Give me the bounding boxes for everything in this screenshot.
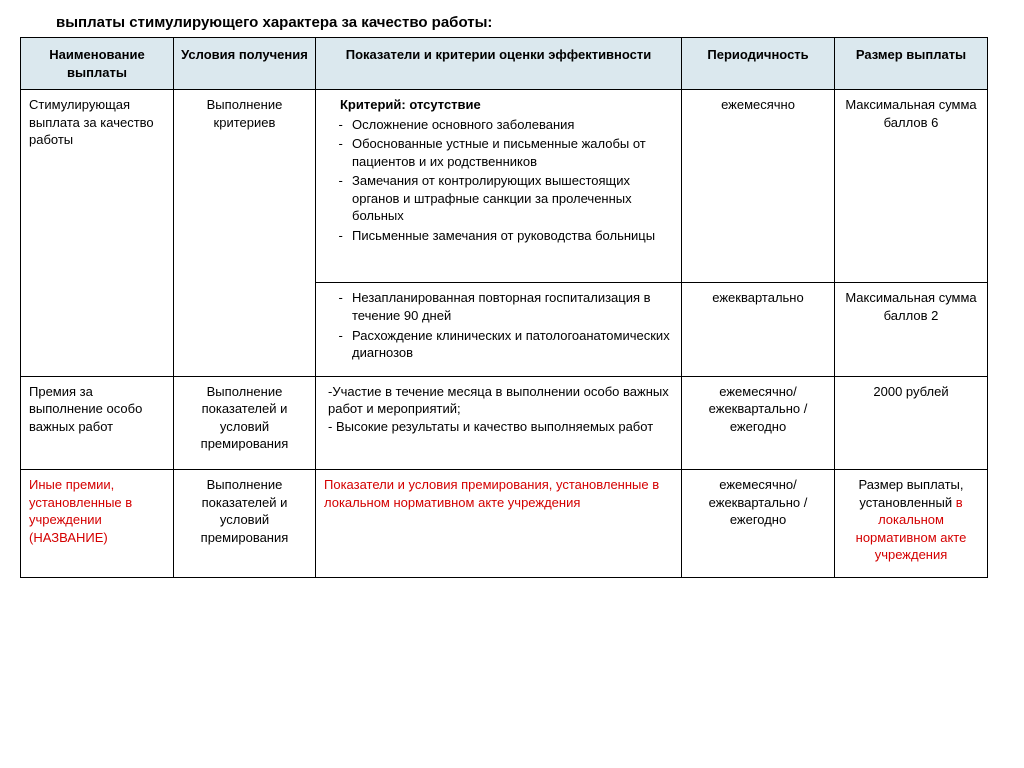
list-item: Расхождение клинических и патологоанатом…: [350, 327, 673, 362]
cell-period: ежемесячно/ ежеквартально / ежегодно: [682, 376, 835, 470]
cell-size: Максимальная сумма баллов 6: [835, 90, 988, 283]
cell-criteria: Показатели и условия премирования, устан…: [316, 470, 682, 578]
header-period: Периодичность: [682, 38, 835, 90]
table-row: Премия за выполнение особо важных работ …: [21, 376, 988, 470]
table-row: Стимулирующая выплата за качество работы…: [21, 90, 988, 283]
header-row: Наименование выплаты Условия получения П…: [21, 38, 988, 90]
criteria-list: Незапланированная повторная госпитализац…: [324, 289, 673, 361]
cell-cond: Выполнение показателей и условий премиро…: [173, 376, 315, 470]
criteria-text: Показатели и условия премирования, устан…: [324, 477, 659, 510]
header-conditions: Условия получения: [173, 38, 315, 90]
list-item: Осложнение основного заболевания: [350, 116, 673, 134]
cell-cond: Выполнение показателей и условий премиро…: [173, 470, 315, 578]
cell-period: ежемесячно: [682, 90, 835, 283]
cell-period: ежемесячно/ ежеквартально / ежегодно: [682, 470, 835, 578]
cell-cond: Выполнение критериев: [173, 90, 315, 377]
cell-name: Премия за выполнение особо важных работ: [21, 376, 174, 470]
size-text-a: Размер выплаты, установленный: [858, 477, 963, 510]
cell-name: Стимулирующая выплата за качество работы: [21, 90, 174, 377]
cell-size: Размер выплаты, установленный в локально…: [835, 470, 988, 578]
header-name: Наименование выплаты: [21, 38, 174, 90]
cell-period: ежеквартально: [682, 283, 835, 376]
table-row: Иные премии, установленные в учреждении …: [21, 470, 988, 578]
page-title: выплаты стимулирующего характера за каче…: [56, 14, 1004, 31]
criteria-line: - Высокие результаты и качество выполняе…: [324, 418, 673, 436]
list-item: Замечания от контролирующих вышестоящих …: [350, 172, 673, 225]
criteria-list: Осложнение основного заболевания Обоснов…: [324, 116, 673, 245]
cell-size: Максимальная сумма баллов 2: [835, 283, 988, 376]
criteria-label: Критерий: отсутствие: [340, 96, 481, 114]
cell-criteria: Незапланированная повторная госпитализац…: [316, 283, 682, 376]
title-text: выплаты стимулирующего характера за каче…: [56, 14, 487, 31]
cell-criteria: Критерий: отсутствие Осложнение основног…: [316, 90, 682, 283]
cell-name: Иные премии, установленные в учреждении …: [21, 470, 174, 578]
header-size: Размер выплаты: [835, 38, 988, 90]
header-criteria: Показатели и критерии оценки эффективнос…: [316, 38, 682, 90]
criteria-line: -Участие в течение месяца в выполнении о…: [324, 383, 673, 418]
payments-table: Наименование выплаты Условия получения П…: [20, 37, 988, 578]
list-item: Письменные замечания от руководства боль…: [350, 227, 673, 245]
list-item: Незапланированная повторная госпитализац…: [350, 289, 673, 324]
cell-size: 2000 рублей: [835, 376, 988, 470]
list-item: Обоснованные устные и письменные жалобы …: [350, 135, 673, 170]
cell-criteria: -Участие в течение месяца в выполнении о…: [316, 376, 682, 470]
